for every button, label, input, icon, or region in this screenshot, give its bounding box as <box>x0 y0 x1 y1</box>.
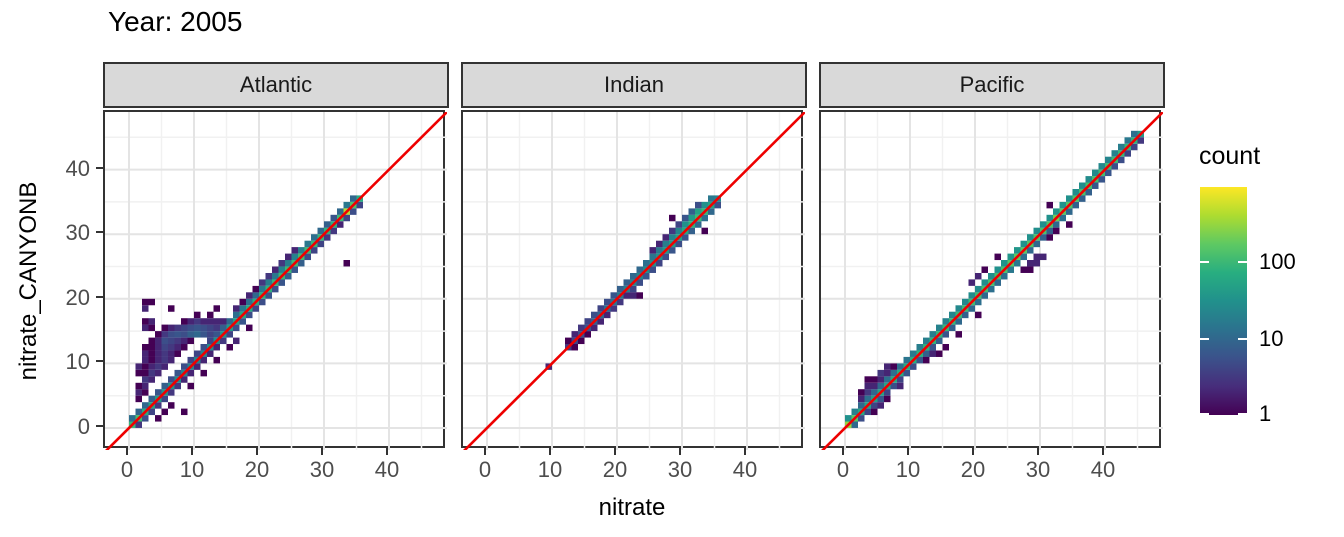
x-axis-tick-label: 40 <box>374 457 400 482</box>
bin2d-layer-atlantic <box>105 112 447 450</box>
bin2d-layer-indian <box>463 112 805 450</box>
x-axis-tick-label: 10 <box>179 457 205 482</box>
x-axis-tick <box>842 448 844 455</box>
x-axis-tick-label: 20 <box>960 457 986 482</box>
legend-tick-mark <box>1238 260 1247 263</box>
y-axis-tick <box>96 360 103 363</box>
x-axis-tick <box>907 448 909 455</box>
facet-strip-atlantic: Atlantic <box>103 62 449 108</box>
x-axis-tick <box>191 448 193 455</box>
x-axis-tick <box>386 448 388 455</box>
x-axis-tick-label: 20 <box>244 457 270 482</box>
y-axis-tick <box>96 295 103 298</box>
x-axis-tick-label: 30 <box>667 457 693 482</box>
x-axis-tick <box>321 448 323 455</box>
panel-atlantic <box>103 110 447 450</box>
x-axis-tick-label: 10 <box>895 457 921 482</box>
x-axis-tick <box>614 448 616 455</box>
panel-indian <box>461 110 805 450</box>
legend-title: count <box>1199 142 1261 170</box>
x-axis-tick-label: 0 <box>478 457 492 482</box>
legend-tick-mark <box>1200 337 1209 340</box>
x-axis-tick <box>1102 448 1104 455</box>
y-axis-tick-label: 20 <box>65 284 90 310</box>
x-axis-tick <box>1037 448 1039 455</box>
y-axis-tick-label: 30 <box>65 220 90 246</box>
x-axis-tick-label: 0 <box>120 457 134 482</box>
panel-pacific <box>819 110 1163 450</box>
x-axis-tick <box>126 448 128 455</box>
x-axis-tick <box>484 448 486 455</box>
legend-tick-mark <box>1200 260 1209 263</box>
y-axis-tick-label: 10 <box>65 349 90 375</box>
facet-strip-label: Pacific <box>959 72 1025 97</box>
x-axis-tick <box>744 448 746 455</box>
x-axis-tick-label: 10 <box>537 457 563 482</box>
legend-colorbar <box>1200 187 1247 415</box>
x-axis-tick-label: 20 <box>602 457 628 482</box>
x-axis-title: nitrate <box>598 494 666 521</box>
x-axis-tick-label: 30 <box>1025 457 1051 482</box>
y-axis-tick <box>96 231 103 234</box>
legend-tick-label: 1 <box>1259 401 1272 426</box>
x-axis-tick <box>972 448 974 455</box>
x-axis-tick-label: 40 <box>1090 457 1116 482</box>
bin2d-layer-pacific <box>821 112 1163 450</box>
facet-strip-indian: Indian <box>461 62 807 108</box>
x-axis-tick-label: 40 <box>732 457 758 482</box>
facet-strip-label: Atlantic <box>239 72 313 97</box>
facet-strip-label: Indian <box>604 72 664 97</box>
plot-title: Year: 2005 <box>108 6 243 37</box>
x-axis-tick-label: 0 <box>836 457 850 482</box>
legend-tick-label: 100 <box>1259 248 1296 274</box>
legend-tick-mark <box>1238 413 1247 415</box>
x-axis-tick <box>679 448 681 455</box>
y-axis-tick <box>96 166 103 169</box>
x-axis-tick <box>549 448 551 455</box>
y-axis-tick-label: 40 <box>65 155 90 181</box>
y-axis-tick-label: 0 <box>77 414 90 439</box>
y-axis-tick <box>96 425 103 427</box>
legend-tick-label: 10 <box>1259 325 1284 351</box>
x-axis-tick <box>256 448 258 455</box>
legend-tick-mark <box>1200 413 1209 415</box>
x-axis-tick-label: 30 <box>309 457 335 482</box>
legend-tick-mark <box>1238 337 1247 340</box>
facet-strip-pacific: Pacific <box>819 62 1165 108</box>
